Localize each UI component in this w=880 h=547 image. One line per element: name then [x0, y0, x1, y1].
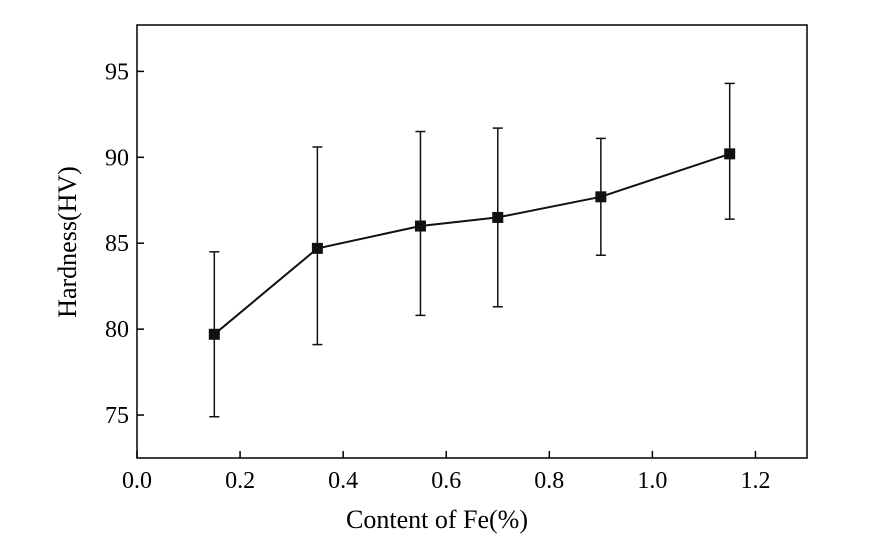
x-axis-title: Content of Fe(%) [346, 505, 528, 534]
x-tick-label: 0.2 [225, 468, 255, 494]
data-point [311, 242, 323, 254]
y-tick-label: 80 [105, 317, 129, 343]
data-point [595, 191, 607, 203]
x-axis-ticks: 0.0 0.2 0.4 0.6 0.8 1.0 1.2 [122, 451, 770, 494]
x-tick-label: 1.0 [637, 468, 667, 494]
x-tick-label: 0.8 [534, 468, 564, 494]
data-point [414, 220, 426, 232]
y-axis-ticks: 75 80 85 90 95 [105, 59, 144, 429]
x-tick-label: 1.2 [740, 468, 770, 494]
x-tick-label: 0.4 [328, 468, 358, 494]
data-point [208, 328, 220, 340]
plot-frame [136, 24, 808, 459]
y-tick-label: 85 [105, 231, 129, 257]
data-point [724, 148, 736, 160]
y-tick-label: 75 [105, 403, 129, 429]
series-line [213, 152, 731, 336]
y-tick-label: 90 [105, 145, 129, 171]
x-tick-label: 0.0 [122, 468, 152, 494]
y-tick-label: 95 [105, 59, 129, 85]
series-layer [208, 82, 736, 418]
x-tick-label: 0.6 [431, 468, 461, 494]
y-axis-title: Hardness(HV) [53, 166, 82, 318]
data-point [492, 211, 504, 223]
